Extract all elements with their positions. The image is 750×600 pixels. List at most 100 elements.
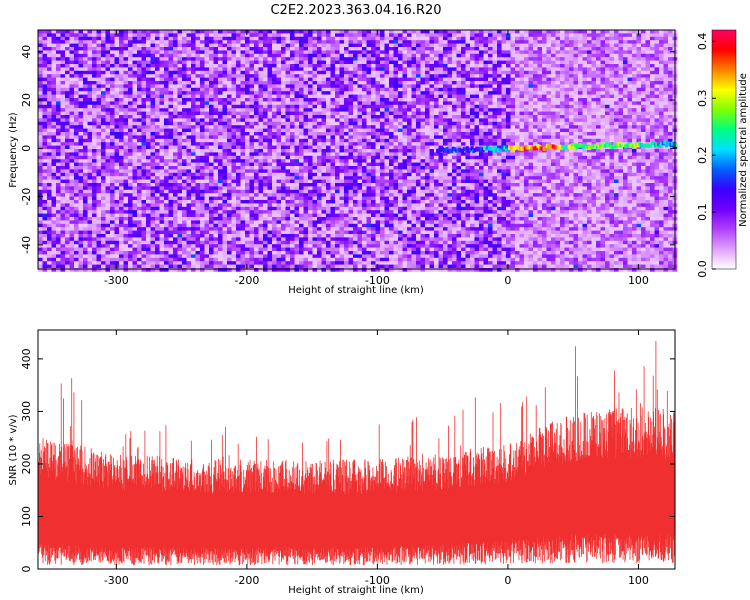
- spectrogram-cell: [236, 128, 241, 133]
- spectrogram-cell: [443, 94, 448, 99]
- spectrogram-cell: [668, 118, 673, 123]
- spectrogram-cell: [452, 60, 457, 65]
- spectrogram-cell: [65, 81, 70, 85]
- spectrogram-cell: [614, 135, 619, 140]
- spectrogram-cell: [177, 115, 183, 119]
- spectrogram-cell: [528, 118, 534, 123]
- spectrogram-cell: [605, 111, 610, 116]
- spectrogram-cell: [528, 60, 534, 65]
- spectrogram-cell: [461, 50, 466, 55]
- spectrogram-cell: [281, 125, 286, 129]
- spectrogram-cell: [587, 70, 592, 75]
- spectrogram-cell: [110, 149, 115, 153]
- spectrogram-cell: [393, 81, 399, 85]
- spectrogram-cell: [353, 101, 358, 106]
- spectrogram-cell: [461, 47, 466, 51]
- spectrogram-cell: [542, 67, 547, 72]
- spectrogram-cell: [204, 111, 210, 116]
- spectrogram-cell: [353, 74, 358, 78]
- spectrogram-cell: [308, 128, 313, 133]
- spectrogram-cell: [191, 104, 196, 109]
- spectrogram-cell: [371, 101, 376, 106]
- spectrogram-cell: [537, 53, 543, 58]
- spectrogram-cell: [56, 138, 61, 143]
- spectrogram-cell: [533, 111, 538, 116]
- spectrogram-cell: [299, 53, 304, 58]
- spectrogram-cell: [650, 70, 655, 75]
- spectrogram-cell: [618, 121, 624, 126]
- spectrogram-cell: [335, 118, 340, 123]
- spectrogram-cell: [303, 87, 309, 92]
- spectrogram-cell: [195, 142, 201, 146]
- spectrogram-cell: [146, 87, 151, 92]
- spectrogram-cell: [281, 87, 286, 92]
- spectrogram-cell: [380, 142, 385, 146]
- spectrogram-cell: [47, 60, 52, 65]
- spectrogram-cell: [348, 84, 354, 89]
- spectrogram-cell: [357, 77, 363, 82]
- spectrogram-cell: [110, 84, 115, 89]
- spectrogram-cell: [303, 60, 309, 65]
- spectrogram-cell: [492, 36, 498, 41]
- spectrogram-cell: [96, 50, 102, 55]
- spectrogram-cell: [456, 111, 462, 116]
- spectrogram-cell: [303, 67, 309, 72]
- spectrogram-cell: [447, 132, 453, 136]
- spectrogram-cell: [110, 30, 115, 34]
- spectrogram-cell: [618, 40, 624, 44]
- spectrogram-cell: [389, 101, 394, 106]
- spectrogram-cell: [92, 149, 97, 153]
- spectrogram-cell: [159, 81, 165, 85]
- spectrogram-cell: [573, 64, 579, 68]
- spectrogram-cell: [362, 135, 367, 140]
- spectrogram-cell: [425, 81, 430, 85]
- spectrogram-cell: [65, 64, 70, 68]
- spectrogram-cell: [420, 98, 426, 102]
- spectrogram-cell: [506, 53, 511, 58]
- spectrogram-cell: [60, 91, 66, 95]
- spectrogram-cell: [618, 101, 624, 106]
- spectrogram-cell: [380, 60, 385, 65]
- spectrogram-cell: [348, 132, 354, 136]
- spectrogram-cell: [101, 33, 106, 38]
- spectrogram-cell: [294, 74, 300, 78]
- spectrogram-cell: [191, 118, 196, 123]
- spectrogram-cell: [123, 125, 129, 129]
- spectrogram-cell: [614, 115, 619, 119]
- spectrogram-cell: [456, 121, 462, 126]
- spectrogram-cell: [393, 77, 399, 82]
- spectrogram-cell: [492, 138, 498, 143]
- spectrogram-cell: [506, 67, 511, 72]
- spectrogram-cell: [339, 132, 345, 136]
- spectrogram-cell: [483, 87, 489, 92]
- spectrogram-cell: [42, 145, 48, 150]
- spectrogram-cell: [510, 91, 516, 95]
- spectrogram-cell: [74, 121, 79, 126]
- spectrogram-cell: [389, 50, 394, 55]
- spectrogram-cell: [173, 138, 178, 143]
- spectrogram-cell: [330, 81, 336, 85]
- spectrogram-cell: [74, 81, 79, 85]
- spectrogram-cell: [555, 132, 561, 136]
- spectrogram-cell: [168, 57, 174, 61]
- spectrogram-cell: [159, 125, 165, 129]
- spectrogram-cell: [60, 94, 66, 99]
- spectrogram-cell: [227, 84, 232, 89]
- spectrogram-cell: [650, 108, 655, 112]
- spectrogram-cell: [299, 70, 304, 75]
- spectrogram-cell: [168, 111, 174, 116]
- spectrogram-cell: [609, 64, 615, 68]
- spectrogram-cell: [69, 77, 75, 82]
- spectrogram-cell: [632, 40, 637, 44]
- spectrogram-cell: [492, 74, 498, 78]
- spectrogram-cell: [465, 43, 471, 48]
- spectrogram-cell: [483, 91, 489, 95]
- spectrogram-cell: [78, 104, 84, 109]
- spectrogram-cell: [285, 132, 291, 136]
- spectrogram-cell: [470, 77, 475, 82]
- spectrogram-cell: [47, 145, 52, 150]
- spectrogram-cell: [267, 132, 273, 136]
- spectrogram-cell: [132, 94, 138, 99]
- spectrogram-cell: [654, 125, 660, 129]
- spectrogram-cell: [456, 47, 462, 51]
